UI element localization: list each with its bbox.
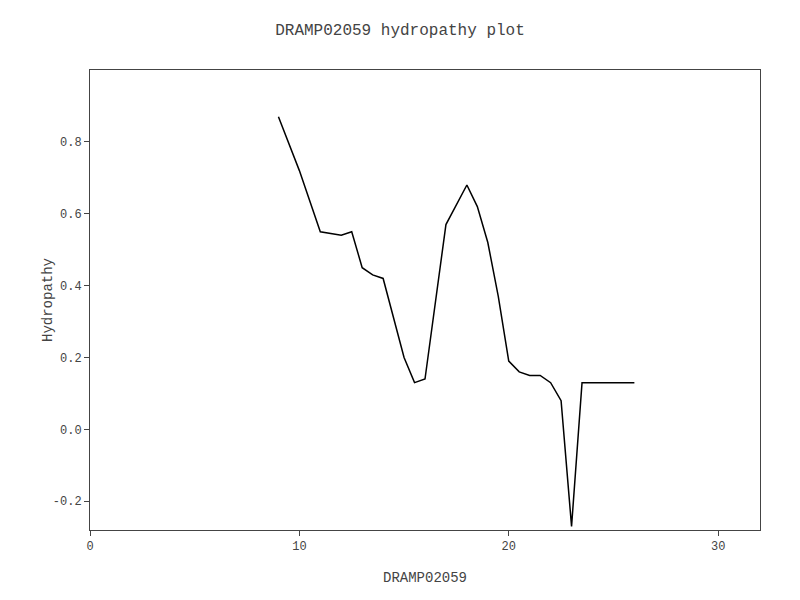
svg-text:0.2: 0.2 [60, 352, 82, 366]
svg-text:DRAMP02059 hydropathy plot: DRAMP02059 hydropathy plot [275, 22, 525, 40]
svg-text:0: 0 [86, 540, 93, 554]
svg-text:0.0: 0.0 [60, 424, 82, 438]
svg-text:DRAMP02059: DRAMP02059 [383, 570, 467, 586]
svg-text:30: 30 [711, 540, 725, 554]
svg-text:Hydropathy: Hydropathy [40, 258, 56, 342]
svg-text:0.4: 0.4 [60, 280, 82, 294]
svg-text:0.8: 0.8 [60, 136, 82, 150]
svg-text:10: 10 [292, 540, 306, 554]
svg-text:-0.2: -0.2 [53, 495, 82, 509]
svg-text:0.6: 0.6 [60, 208, 82, 222]
svg-text:20: 20 [502, 540, 516, 554]
